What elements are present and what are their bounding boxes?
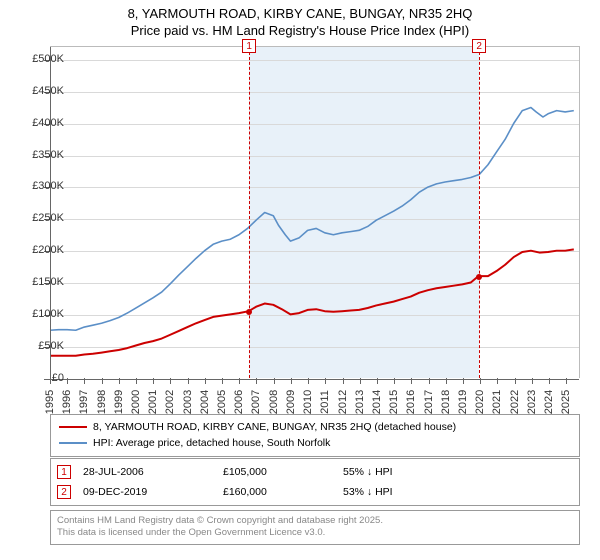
footer-line1: Contains HM Land Registry data © Crown c…: [57, 515, 573, 527]
marker-label-2: 2: [472, 39, 486, 53]
x-axis-label: 2022: [509, 390, 521, 414]
legend-item: 8, YARMOUTH ROAD, KIRBY CANE, BUNGAY, NR…: [59, 419, 571, 435]
x-axis-label: 2012: [337, 390, 349, 414]
marker-dot-2: [476, 274, 482, 280]
x-axis-label: 2021: [491, 390, 503, 414]
title-line1: 8, YARMOUTH ROAD, KIRBY CANE, BUNGAY, NR…: [0, 6, 600, 23]
x-axis-label: 2018: [440, 390, 452, 414]
transaction-row: 1 28-JUL-2006£105,00055% ↓ HPI: [51, 462, 579, 482]
x-axis-label: 2010: [302, 390, 314, 414]
x-axis-label: 2025: [560, 390, 572, 414]
transaction-row: 2 09-DEC-2019£160,00053% ↓ HPI: [51, 482, 579, 502]
y-axis-label: £450K: [32, 85, 64, 97]
legend-label: 8, YARMOUTH ROAD, KIRBY CANE, BUNGAY, NR…: [93, 421, 456, 433]
line-layer: [50, 47, 579, 378]
x-axis-label: 2023: [526, 390, 538, 414]
y-axis-label: £0: [52, 372, 64, 384]
transaction-price: £160,000: [223, 486, 343, 498]
transaction-marker: 2: [57, 485, 71, 499]
y-axis-label: £300K: [32, 180, 64, 192]
legend-swatch: [59, 426, 87, 429]
y-axis-label: £100K: [32, 308, 64, 320]
x-axis-label: 2020: [474, 390, 486, 414]
transaction-marker: 1: [57, 465, 71, 479]
series-price_paid: [50, 249, 574, 355]
marker-line-1: [249, 47, 250, 378]
transaction-diff: 53% ↓ HPI: [343, 486, 579, 498]
y-axis-label: £400K: [32, 117, 64, 129]
x-axis-label: 2004: [199, 390, 211, 414]
plot-area: 12: [50, 47, 579, 378]
legend-item: HPI: Average price, detached house, Sout…: [59, 435, 571, 451]
transaction-diff: 55% ↓ HPI: [343, 466, 579, 478]
x-axis-label: 2013: [354, 390, 366, 414]
x-axis-label: 2002: [164, 390, 176, 414]
x-axis-label: 2003: [182, 390, 194, 414]
y-axis-label: £250K: [32, 212, 64, 224]
x-axis-label: 2007: [250, 390, 262, 414]
legend-label: HPI: Average price, detached house, Sout…: [93, 437, 330, 449]
y-axis-label: £500K: [32, 53, 64, 65]
transaction-date: 09-DEC-2019: [83, 486, 223, 498]
x-axis-label: 2017: [423, 390, 435, 414]
legend-swatch: [59, 442, 87, 444]
x-axis-label: 2001: [147, 390, 159, 414]
x-axis-label: 2024: [543, 390, 555, 414]
marker-line-2: [479, 47, 480, 378]
legend: 8, YARMOUTH ROAD, KIRBY CANE, BUNGAY, NR…: [50, 414, 580, 457]
x-axis-label: 2011: [319, 390, 331, 414]
y-axis-label: £150K: [32, 276, 64, 288]
x-axis-label: 2015: [388, 390, 400, 414]
x-axis-label: 2000: [130, 390, 142, 414]
x-axis-label: 1996: [61, 390, 73, 414]
footer-line2: This data is licensed under the Open Gov…: [57, 527, 573, 539]
y-axis-label: £50K: [38, 340, 64, 352]
y-axis-label: £200K: [32, 244, 64, 256]
marker-label-1: 1: [242, 39, 256, 53]
x-axis-label: 2005: [216, 390, 228, 414]
footer-attribution: Contains HM Land Registry data © Crown c…: [50, 510, 580, 545]
series-hpi: [50, 108, 574, 331]
chart-title: 8, YARMOUTH ROAD, KIRBY CANE, BUNGAY, NR…: [0, 0, 600, 44]
x-axis-line: [50, 379, 579, 380]
x-axis-label: 1997: [78, 390, 90, 414]
x-axis-label: 2014: [371, 390, 383, 414]
x-axis-label: 2016: [405, 390, 417, 414]
marker-dot-1: [246, 309, 252, 315]
x-axis-label: 1998: [96, 390, 108, 414]
x-axis-label: 2019: [457, 390, 469, 414]
x-axis-label: 2006: [233, 390, 245, 414]
y-axis-label: £350K: [32, 149, 64, 161]
x-axis-label: 2008: [268, 390, 280, 414]
x-axis-label: 2009: [285, 390, 297, 414]
transaction-price: £105,000: [223, 466, 343, 478]
x-axis-label: 1999: [113, 390, 125, 414]
transactions-table: 1 28-JUL-2006£105,00055% ↓ HPI 2 09-DEC-201…: [50, 458, 580, 506]
x-axis-label: 1995: [44, 390, 56, 414]
chart-area: 12: [50, 46, 580, 378]
title-line2: Price paid vs. HM Land Registry's House …: [0, 23, 600, 40]
transaction-date: 28-JUL-2006: [83, 466, 223, 478]
